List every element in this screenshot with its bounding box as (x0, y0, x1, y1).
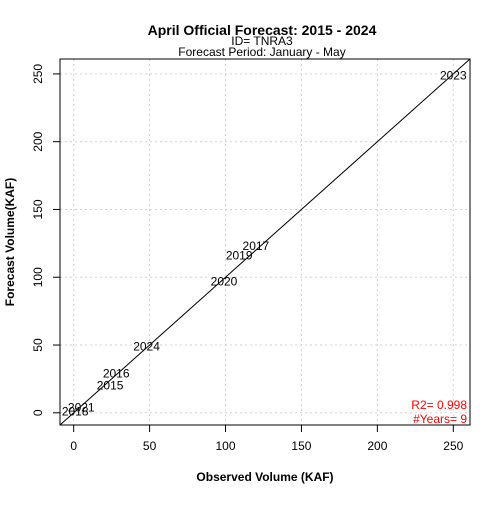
chart-subtitle-id: ID= TNRA3 (231, 34, 293, 48)
year-point-label: 2019 (226, 249, 253, 263)
one-to-one-line (59, 58, 471, 426)
x-tick-label: 150 (291, 439, 311, 453)
x-tick-label: 0 (70, 439, 77, 453)
years-stat: #Years= 9 (413, 412, 467, 426)
y-tick-label: 50 (31, 338, 45, 352)
year-point-label: 2016 (103, 366, 130, 380)
y-tick-label: 0 (31, 409, 45, 416)
x-tick-label: 50 (143, 439, 157, 453)
x-axis-label: Observed Volume (KAF) (196, 470, 333, 484)
grid-lines (60, 59, 470, 425)
y-tick-label: 200 (31, 131, 45, 151)
x-tick-label: 250 (443, 439, 463, 453)
x-axis: 0 50 100 150 200 250 (70, 424, 464, 453)
x-tick-label: 100 (216, 439, 236, 453)
year-point-label: 2021 (68, 400, 95, 414)
y-axis: 0 50 100 150 200 250 (31, 64, 61, 416)
chart-title: April Official Forecast: 2015 - 2024 (148, 22, 377, 38)
year-point-label: 2018 (62, 404, 89, 418)
y-tick-label: 250 (31, 64, 45, 84)
year-point-label: 2023 (440, 68, 467, 82)
y-tick-label: 150 (31, 199, 45, 219)
y-axis-label: Forecast Volume(KAF) (3, 178, 17, 306)
year-point-label: 2024 (133, 339, 160, 353)
r2-stat: R2= 0.998 (411, 398, 467, 412)
year-point-label: 2020 (211, 274, 238, 288)
x-tick-label: 200 (367, 439, 387, 453)
year-point-label: 2015 (97, 379, 124, 393)
year-point-label: 2017 (243, 239, 270, 253)
y-tick-label: 100 (31, 267, 45, 287)
chart-subtitle-period: Forecast Period: January - May (178, 45, 345, 59)
